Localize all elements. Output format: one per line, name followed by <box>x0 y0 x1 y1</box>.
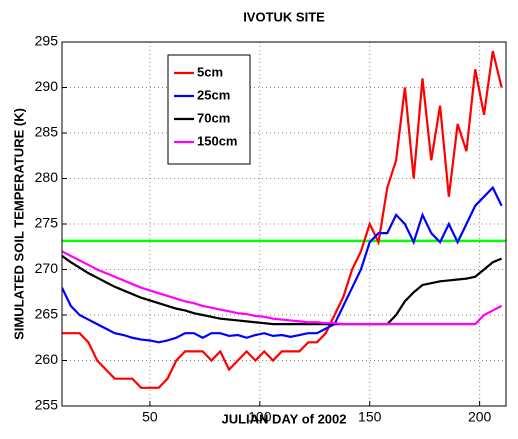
series-line <box>62 185 503 344</box>
x-tick-label: 50 <box>142 409 158 425</box>
series-line <box>62 250 503 326</box>
series-line <box>62 254 503 326</box>
legend-label: 150cm <box>197 133 237 148</box>
series-line <box>62 50 503 389</box>
y-tick-label: 295 <box>35 33 59 49</box>
y-tick-label: 285 <box>35 124 59 140</box>
legend-label: 5cm <box>197 64 223 79</box>
y-tick-label: 260 <box>35 351 59 367</box>
y-tick-label: 275 <box>35 215 59 231</box>
legend-label: 25cm <box>197 87 230 102</box>
x-tick-label: 200 <box>468 409 492 425</box>
y-tick-label: 270 <box>35 260 59 276</box>
chart-title: IVOTUK SITE <box>243 9 325 24</box>
x-axis-label: JULIAN DAY of 2002 <box>222 411 347 426</box>
x-tick-label: 100 <box>248 409 272 425</box>
x-tick-label: 150 <box>358 409 382 425</box>
y-tick-label: 265 <box>35 306 59 322</box>
y-tick-label: 280 <box>35 169 59 185</box>
y-tick-label: 255 <box>35 397 59 413</box>
plot-frame <box>61 41 507 407</box>
y-axis-label: SIMULATED SOIL TEMPERATURE (K) <box>11 108 26 340</box>
y-tick-label: 290 <box>35 78 59 94</box>
legend-label: 70cm <box>197 110 230 125</box>
